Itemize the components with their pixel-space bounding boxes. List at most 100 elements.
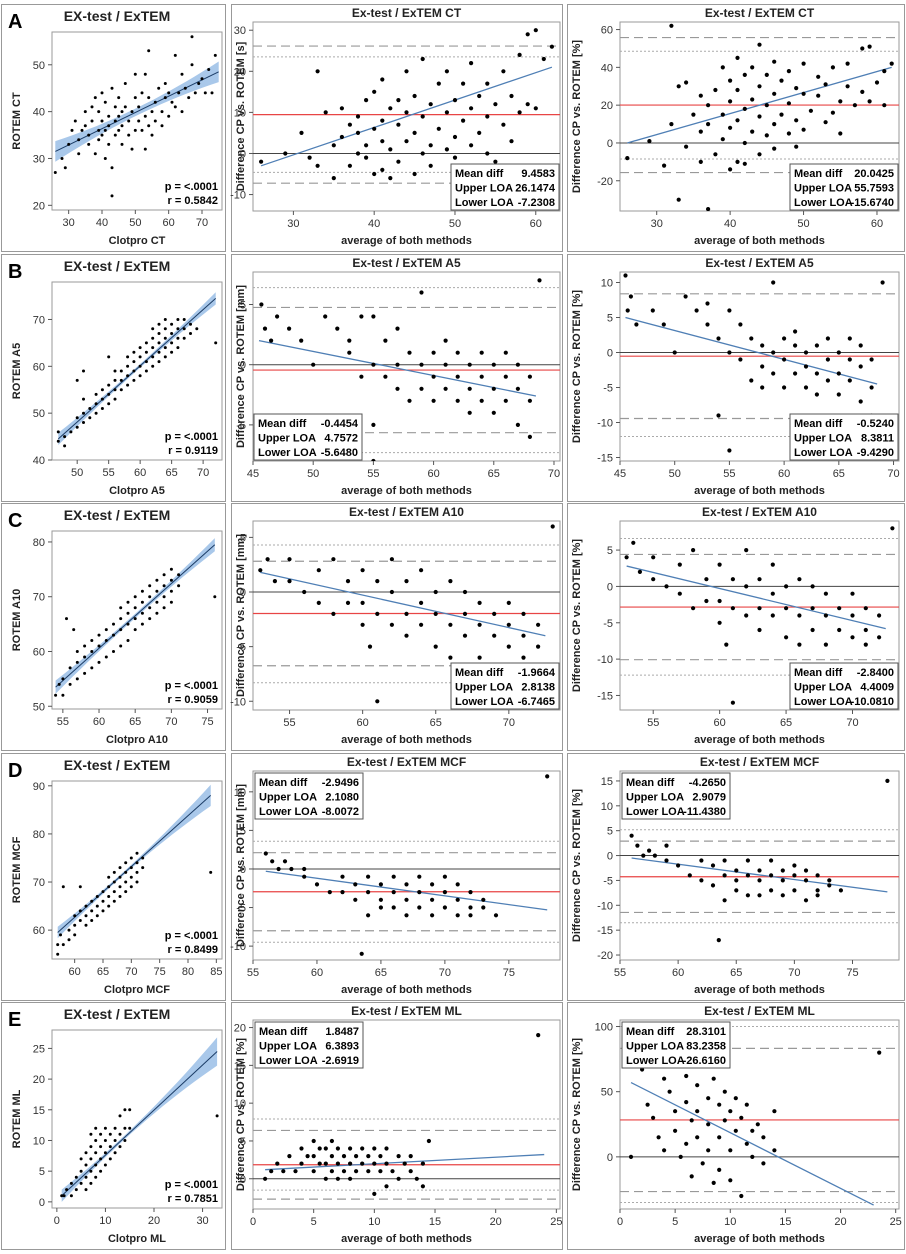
data-point bbox=[90, 909, 94, 913]
data-point bbox=[133, 595, 137, 599]
data-point bbox=[455, 350, 460, 355]
data-point bbox=[869, 385, 874, 390]
data-point bbox=[75, 677, 79, 681]
data-point bbox=[794, 118, 799, 123]
data-point bbox=[695, 1109, 700, 1114]
confidence-band bbox=[57, 784, 211, 939]
y-axis-label: Difference CP vs. ROTEM [%] bbox=[235, 1038, 247, 1192]
stats-label: Upper LOA bbox=[626, 1041, 684, 1053]
data-point bbox=[735, 55, 740, 61]
stats-label: Mean diff bbox=[455, 168, 504, 180]
data-point bbox=[664, 843, 669, 848]
data-point bbox=[176, 336, 180, 340]
chart-title: Ex-test / ExTEM A10 bbox=[349, 505, 464, 519]
y-tick-label: 10 bbox=[601, 801, 613, 813]
data-point bbox=[372, 126, 377, 131]
data-point bbox=[730, 700, 736, 705]
data-point bbox=[433, 644, 438, 649]
data-point bbox=[698, 159, 703, 164]
stats-value: 9.4583 bbox=[521, 168, 555, 180]
data-point bbox=[815, 873, 820, 878]
data-point bbox=[757, 878, 762, 883]
chart-title: Ex-test / ExTEM ML bbox=[704, 1004, 815, 1018]
data-point bbox=[372, 1146, 377, 1151]
data-point bbox=[744, 548, 749, 553]
p-value: p = <.0001 bbox=[165, 680, 218, 692]
data-point bbox=[836, 392, 841, 397]
data-point bbox=[135, 861, 139, 865]
data-point bbox=[850, 613, 855, 618]
data-point bbox=[722, 1118, 727, 1123]
data-point bbox=[533, 28, 538, 33]
data-point bbox=[706, 1096, 711, 1101]
plot-area bbox=[252, 1019, 561, 1210]
data-point bbox=[727, 350, 732, 355]
panel-frame bbox=[231, 4, 563, 252]
stats-value: -4.2650 bbox=[689, 777, 726, 789]
data-point bbox=[209, 870, 213, 874]
data-point bbox=[113, 397, 117, 401]
y-tick-label: 40 bbox=[33, 455, 45, 467]
data-point bbox=[396, 98, 401, 103]
data-point bbox=[705, 322, 710, 327]
p-value: p = <.0001 bbox=[165, 181, 218, 193]
x-tick-label: 55 bbox=[647, 717, 659, 729]
data-point bbox=[501, 122, 506, 127]
chart-title: EX-test / ExTEM bbox=[64, 1006, 171, 1022]
data-point bbox=[67, 938, 71, 942]
data-point bbox=[525, 102, 530, 107]
data-point bbox=[417, 890, 422, 895]
stats-label: Upper LOA bbox=[794, 183, 852, 195]
y-tick-label: 0 bbox=[240, 864, 246, 876]
data-point bbox=[391, 890, 396, 895]
data-point bbox=[89, 1157, 93, 1161]
stats-label: Mean diff bbox=[794, 168, 843, 180]
data-point bbox=[177, 584, 181, 588]
data-point bbox=[97, 633, 101, 637]
x-tick-label: 65 bbox=[780, 717, 792, 729]
panel-label-E: E bbox=[8, 1009, 21, 1031]
data-point bbox=[810, 627, 815, 633]
plot-area bbox=[51, 281, 223, 461]
data-point bbox=[173, 53, 177, 57]
data-point bbox=[119, 388, 123, 392]
x-tick-label: 60 bbox=[871, 218, 883, 230]
data-point bbox=[433, 589, 438, 595]
data-point bbox=[420, 56, 425, 62]
y-tick-label: 5 bbox=[39, 1166, 45, 1178]
trend-line bbox=[260, 66, 553, 167]
data-point bbox=[329, 1154, 334, 1159]
stats-label: Mean diff bbox=[259, 777, 308, 789]
plot-content bbox=[620, 1026, 899, 1206]
data-point bbox=[107, 124, 111, 128]
data-point bbox=[147, 124, 151, 128]
data-point bbox=[706, 103, 711, 108]
trend-line bbox=[626, 565, 886, 630]
data-point bbox=[420, 1184, 425, 1189]
data-point bbox=[82, 397, 85, 401]
data-point bbox=[113, 105, 117, 109]
r-value: r = 0.7851 bbox=[168, 1193, 218, 1205]
data-point bbox=[678, 1154, 683, 1159]
data-point bbox=[757, 42, 762, 47]
data-point bbox=[151, 364, 155, 368]
y-tick-label: 40 bbox=[601, 62, 613, 74]
x-tick-label: 65 bbox=[833, 468, 845, 480]
data-point bbox=[367, 644, 373, 649]
x-tick-label: 65 bbox=[730, 967, 742, 979]
x-axis-label: average of both methods bbox=[694, 984, 825, 996]
data-point bbox=[107, 895, 111, 898]
plot-content bbox=[620, 526, 899, 705]
plot-content bbox=[56, 292, 218, 448]
data-point bbox=[123, 82, 127, 85]
data-point bbox=[757, 868, 762, 873]
x-axis-label: average of both methods bbox=[341, 235, 472, 247]
data-point bbox=[860, 46, 865, 51]
data-point bbox=[443, 338, 448, 343]
y-tick-label: 20 bbox=[33, 200, 45, 212]
data-point bbox=[151, 355, 155, 359]
x-tick-label: 70 bbox=[503, 717, 515, 729]
data-point bbox=[420, 114, 425, 119]
data-point bbox=[541, 56, 546, 62]
data-point bbox=[662, 1076, 667, 1081]
